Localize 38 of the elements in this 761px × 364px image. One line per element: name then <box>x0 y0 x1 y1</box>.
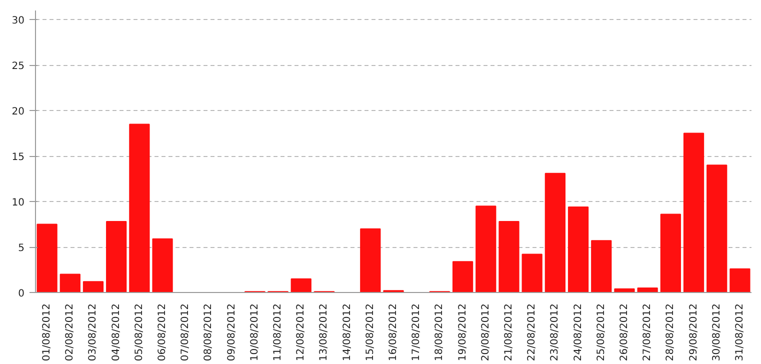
x-tick-label: 22/08/2012 <box>526 303 538 362</box>
y-tick-label: 30 <box>12 16 25 27</box>
x-tick-label: 06/08/2012 <box>157 303 168 362</box>
x-tick-label: 03/08/2012 <box>88 303 99 362</box>
x-tick-label: 14/08/2012 <box>342 303 353 362</box>
x-tick-label: 11/08/2012 <box>272 303 284 362</box>
x-tick-label: 12/08/2012 <box>296 303 307 362</box>
y-tick-label: 5 <box>18 243 25 254</box>
x-tick-label: 15/08/2012 <box>364 303 376 362</box>
x-tick-label: 31/08/2012 <box>734 303 746 362</box>
x-tick-label: 20/08/2012 <box>480 303 492 362</box>
x-tick-label: 02/08/2012 <box>64 303 76 362</box>
y-tick-label: 15 <box>12 152 25 164</box>
x-tick-label: 16/08/2012 <box>388 303 399 362</box>
x-tick-label: 04/08/2012 <box>110 303 122 362</box>
x-tick-label: 29/08/2012 <box>688 303 700 362</box>
y-tick-label: 10 <box>12 198 25 209</box>
x-tick-label: 18/08/2012 <box>434 303 446 362</box>
x-tick-label: 17/08/2012 <box>411 303 422 362</box>
x-tick-label: 10/08/2012 <box>249 303 260 362</box>
x-tick-label: 09/08/2012 <box>226 303 238 362</box>
y-tick-label: 20 <box>12 106 25 118</box>
x-tick-label: 24/08/2012 <box>572 303 584 362</box>
x-tick-label: 05/08/2012 <box>134 303 145 362</box>
x-tick-label: 25/08/2012 <box>596 303 607 362</box>
x-tick-label: 23/08/2012 <box>550 303 561 362</box>
x-tick-label: 30/08/2012 <box>711 303 722 362</box>
x-tick-label: 01/08/2012 <box>42 303 53 362</box>
y-tick-label: 0 <box>18 288 25 300</box>
x-tick-label: 19/08/2012 <box>457 303 468 362</box>
y-tick-label: 25 <box>12 61 25 72</box>
x-tick-label: 28/08/2012 <box>665 303 676 362</box>
x-tick-label: 13/08/2012 <box>318 303 330 362</box>
x-tick-label: 26/08/2012 <box>618 303 630 362</box>
x-tick-label: 27/08/2012 <box>642 303 654 362</box>
x-tick-label: 08/08/2012 <box>203 303 214 362</box>
x-tick-label: 07/08/2012 <box>180 303 192 362</box>
x-tick-label: 21/08/2012 <box>503 303 514 362</box>
